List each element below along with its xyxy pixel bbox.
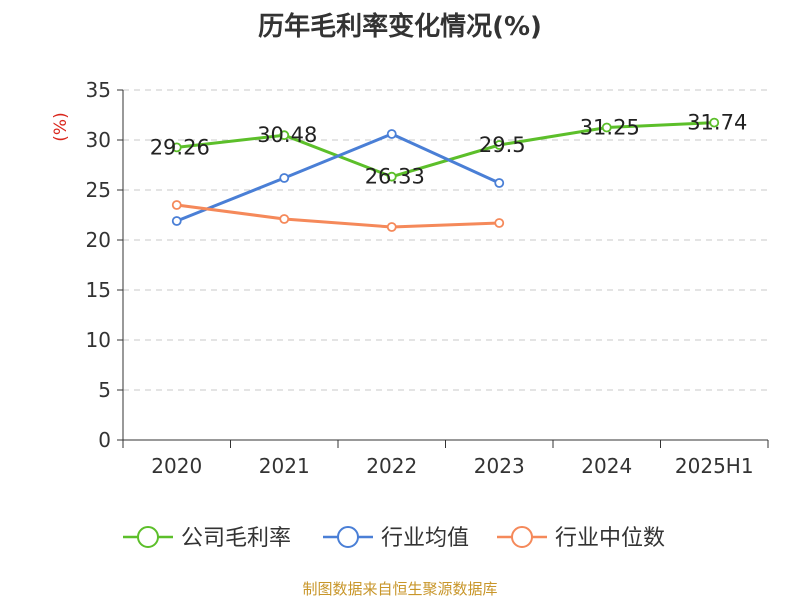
x-tick-label: 2023 <box>474 454 525 478</box>
y-tick-label: 0 <box>98 428 111 452</box>
axes: 0 5 10 15 20 25 30 35 2020 2021 2022 2023 2024 2025H1 <box>86 78 769 478</box>
data-label: 31.74 <box>687 111 747 135</box>
series-line-0 <box>176 121 715 179</box>
data-label: 30.48 <box>257 123 317 147</box>
x-tick-label: 2025H1 <box>675 454 754 478</box>
data-label: 26.33 <box>365 165 425 189</box>
data-point <box>494 140 505 150</box>
data-labels: 29.26 30.48 26.33 29.5 31.25 31.74 <box>150 111 748 189</box>
data-point <box>171 200 182 210</box>
x-tick-label: 2022 <box>366 454 417 478</box>
legend-marker-2 <box>511 526 533 548</box>
legend-label-0: 公司毛利率 <box>181 526 291 551</box>
y-tick-label: 35 <box>86 78 111 102</box>
series-line-2 <box>176 203 500 229</box>
data-label: 29.26 <box>150 135 210 159</box>
legend-label-1: 行业均值 <box>381 526 469 551</box>
data-point <box>494 218 505 228</box>
data-label: 31.25 <box>580 116 640 140</box>
data-label: 29.5 <box>479 133 526 157</box>
x-tick-label: 2024 <box>581 454 632 478</box>
y-tick-label: 30 <box>86 128 111 152</box>
data-point <box>171 142 182 153</box>
y-axis-label: (%) <box>51 112 71 141</box>
source-note: 制图数据来自恒生聚源数据库 <box>302 580 498 598</box>
data-point <box>279 173 290 183</box>
legend-marker-0 <box>137 526 159 548</box>
data-point <box>386 171 397 182</box>
y-tick-label: 20 <box>86 228 111 252</box>
legend-marker-1 <box>337 526 359 548</box>
y-tick-label: 10 <box>86 328 111 352</box>
data-point <box>601 122 612 133</box>
grid-lines <box>123 89 768 391</box>
series <box>171 117 720 232</box>
y-tick-label: 25 <box>86 178 111 202</box>
data-point <box>709 117 720 128</box>
legend-label-2: 行业中位数 <box>555 526 665 551</box>
y-tick-label: 15 <box>86 278 111 302</box>
data-point <box>279 214 290 224</box>
x-tick-label: 2021 <box>259 454 310 478</box>
x-tick-label: 2020 <box>151 454 202 478</box>
chart-title: 历年毛利率变化情况(%) <box>258 12 542 42</box>
legend: 公司毛利率 行业均值 行业中位数 <box>123 526 665 551</box>
data-point <box>386 222 397 232</box>
data-point <box>279 130 290 141</box>
data-point <box>171 216 182 226</box>
y-tick-label: 5 <box>98 378 111 402</box>
data-point <box>386 129 397 139</box>
data-point <box>494 178 505 188</box>
series-line-1 <box>176 132 500 223</box>
